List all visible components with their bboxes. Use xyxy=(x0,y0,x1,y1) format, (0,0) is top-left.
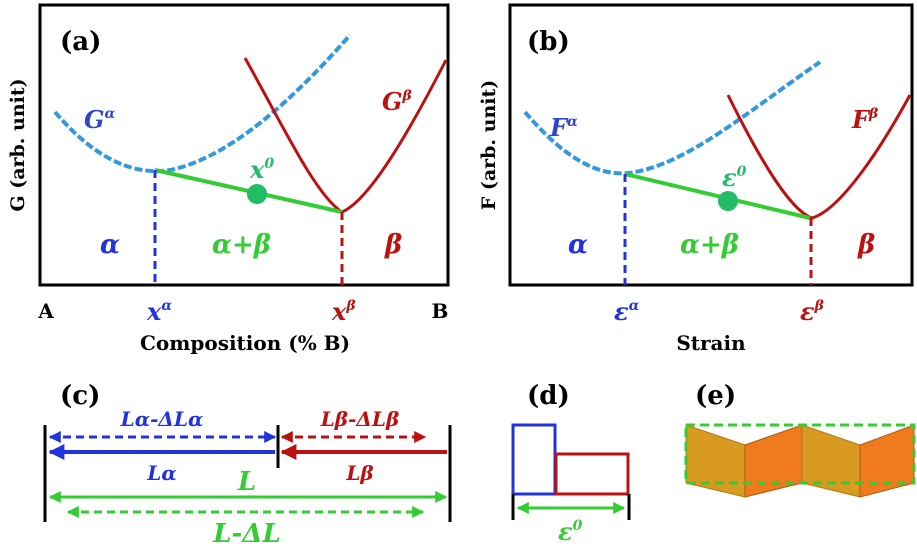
region-mix-a: α+β xyxy=(212,230,271,260)
panel-a: (a) G (arb. unit) Gα Gβ x0 α α+β β A B x… xyxy=(7,3,450,355)
c-top-left-label: Lα-ΔLα xyxy=(120,407,204,431)
panel-a-label: (a) xyxy=(60,27,101,57)
panel-b-ylabel: F (arb. unit) xyxy=(478,80,500,211)
x-left-label: A xyxy=(37,299,54,323)
x0-point xyxy=(247,184,267,204)
x-right-label: B xyxy=(432,299,449,323)
d-beta-block xyxy=(554,452,630,496)
region-alpha-a: α xyxy=(100,230,120,260)
f-alpha-label: Fα xyxy=(549,113,578,142)
panel-e: (e) xyxy=(684,381,916,498)
panel-a-frame xyxy=(38,3,450,287)
g-beta-curve xyxy=(243,57,448,214)
region-beta-b: β xyxy=(857,230,875,260)
d-alpha-block xyxy=(511,423,557,496)
c-top-right-label: Lβ-ΔLβ xyxy=(320,407,400,431)
region-mix-b: α+β xyxy=(680,230,739,260)
region-beta-a: β xyxy=(384,230,402,260)
panel-d-label: (d) xyxy=(527,381,570,411)
x-alpha-tick-label: xα xyxy=(146,297,172,326)
panel-a-ylabel: G (arb. unit) xyxy=(7,78,29,211)
zig-face-4 xyxy=(859,424,915,498)
d-strain-label: ε0 xyxy=(558,517,583,546)
c-total-dashed-label: L-ΔL xyxy=(212,519,281,549)
e-alpha-tick-label: εα xyxy=(614,297,640,326)
zig-face-3 xyxy=(801,424,861,498)
panel-a-xlabel: Composition (% B) xyxy=(140,331,350,355)
x0-label: x0 xyxy=(249,155,274,184)
c-mid-right-label: Lβ xyxy=(345,461,373,485)
c-total-label: L xyxy=(237,467,256,497)
c-mid-left-label: Lα xyxy=(146,461,176,485)
e-beta-tick-label: εβ xyxy=(800,297,825,326)
g-alpha-curve xyxy=(53,33,352,174)
panel-d: (d) ε0 xyxy=(511,381,631,546)
panel-b-xlabel: Strain xyxy=(676,331,746,355)
g-beta-label: Gβ xyxy=(382,87,413,116)
f-beta-label: Fβ xyxy=(851,105,879,134)
panel-b-frame xyxy=(508,3,914,287)
e-dashed-box xyxy=(684,423,916,485)
panel-b: (b) F (arb. unit) Fα Fβ ε0 α α+β β εα εβ… xyxy=(478,3,914,355)
x-beta-tick-label: xβ xyxy=(331,297,356,326)
e0-label: ε0 xyxy=(722,163,747,192)
f-beta-curve xyxy=(726,94,912,220)
g-alpha-label: Gα xyxy=(84,105,116,134)
panel-c-label: (c) xyxy=(60,381,100,411)
e0-point xyxy=(718,191,738,211)
f-alpha-curve xyxy=(523,60,822,176)
zig-face-2 xyxy=(744,424,803,498)
panel-b-label: (b) xyxy=(527,27,570,57)
panel-e-label: (e) xyxy=(695,381,736,411)
region-alpha-b: α xyxy=(568,230,588,260)
common-tangent-b xyxy=(624,172,811,220)
zig-face-1 xyxy=(685,424,746,498)
panel-c: (c) Lα-ΔLα Lβ-ΔLβ Lα Lβ L L-ΔL xyxy=(43,381,452,549)
